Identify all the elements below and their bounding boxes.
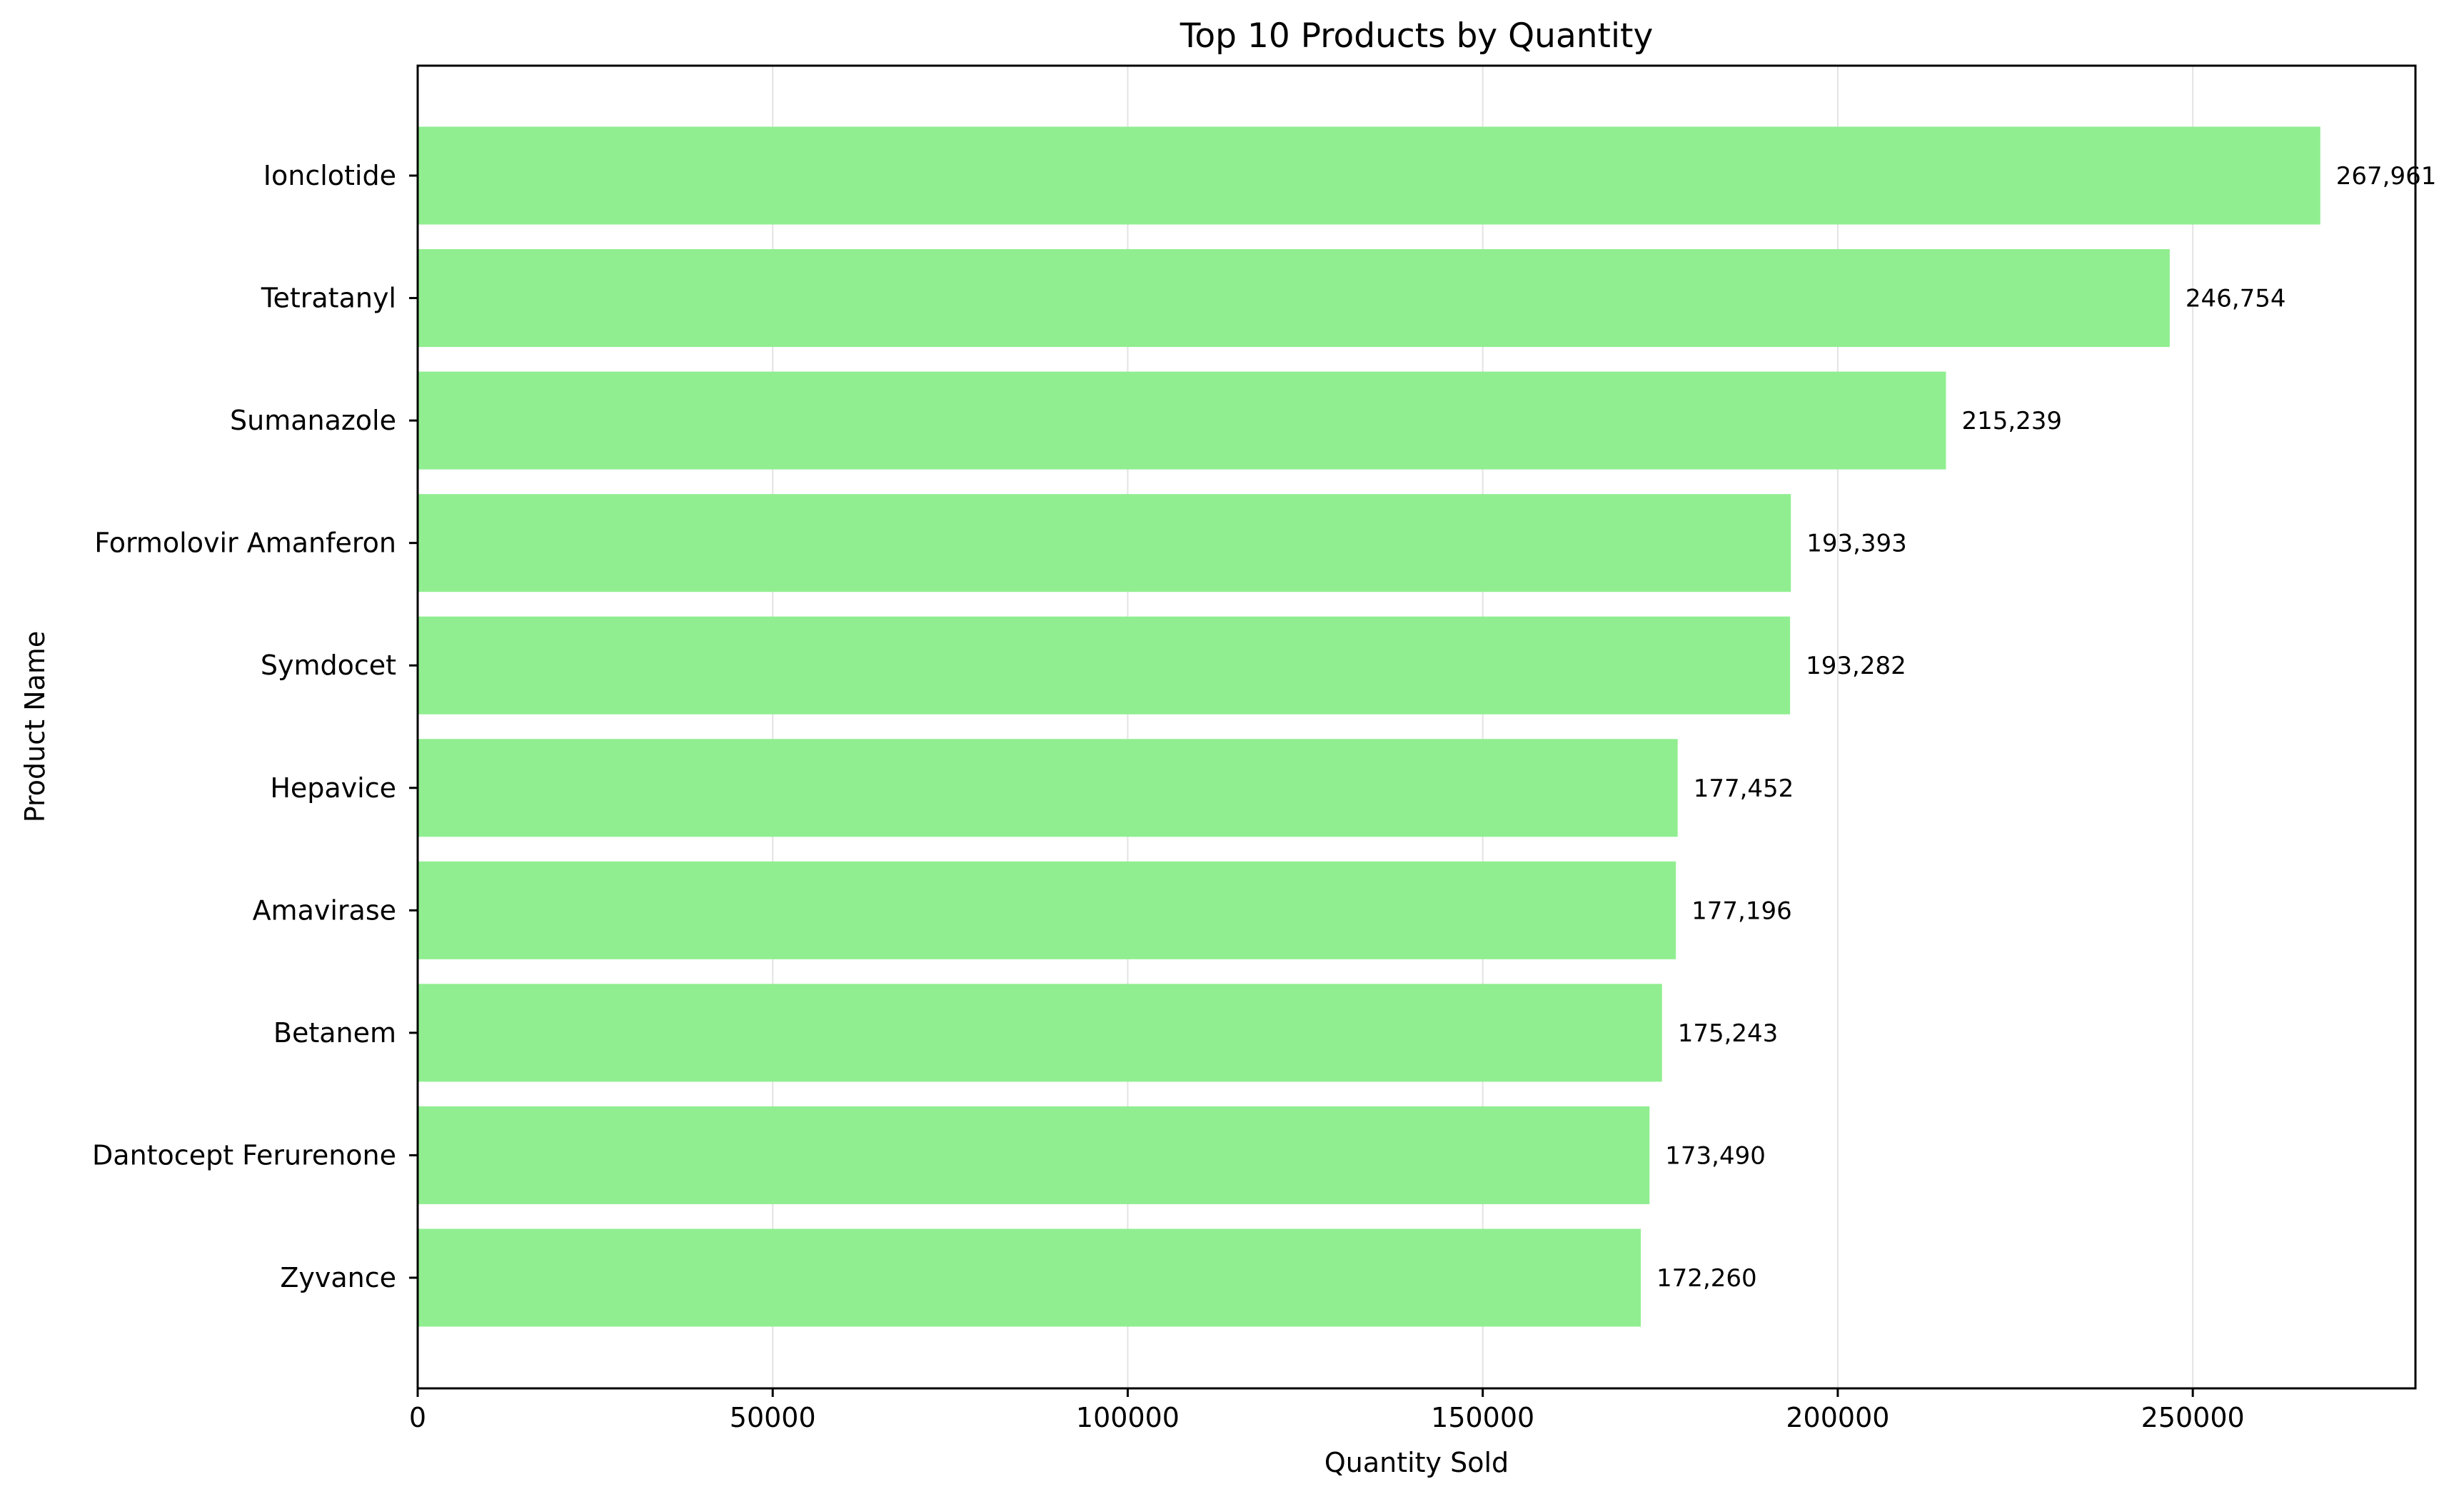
x-tick-label: 0 <box>409 1402 426 1433</box>
y-tick-label: Betanem <box>273 1017 396 1049</box>
y-axis-ticks: Ionclotide Tetratanyl Sumanazole Formolovir… <box>92 160 418 1293</box>
y-tick-label: Amavirase <box>253 894 396 926</box>
bar <box>418 616 1791 715</box>
bar-value-label: 177,196 <box>1691 897 1792 925</box>
bar <box>418 739 1678 837</box>
plot-frame <box>416 64 2417 1390</box>
x-tick-label: 100000 <box>1076 1402 1180 1433</box>
y-tick-label: Ionclotide <box>263 160 396 191</box>
bar-value-label: 193,393 <box>1806 530 1907 558</box>
bar-value-label: 215,239 <box>1961 407 2062 435</box>
bars <box>418 126 2320 1327</box>
bar <box>418 494 1791 592</box>
x-tick-label: 50000 <box>730 1402 816 1433</box>
x-tick-label: 200000 <box>1786 1402 1889 1433</box>
bar <box>418 1228 1641 1327</box>
y-tick-label: Hepavice <box>270 772 396 804</box>
bar-value-label: 172,260 <box>1656 1264 1757 1293</box>
y-tick-label: Symdocet <box>261 650 396 681</box>
x-tick-label: 150000 <box>1431 1402 1534 1433</box>
y-tick-label: Dantocept Ferurenone <box>92 1139 396 1171</box>
y-tick-label: Formolovir Amanferon <box>94 528 396 559</box>
bar <box>418 984 1662 1082</box>
bar-value-label: 177,452 <box>1694 774 1794 803</box>
chart-title: Top 10 Products by Quantity <box>1180 16 1654 56</box>
y-tick-label: Tetratanyl <box>261 283 396 314</box>
y-tick-label: Sumanazole <box>230 405 396 436</box>
bar <box>418 371 1946 470</box>
bar-value-label: 267,961 <box>2336 162 2437 191</box>
bar-value-label: 246,754 <box>2186 285 2286 313</box>
x-tick-label: 250000 <box>2141 1402 2245 1433</box>
bar-value-label: 193,282 <box>1806 652 1906 680</box>
x-axis-label: Quantity Sold <box>1324 1447 1509 1478</box>
bar-value-labels: 267,961 246,754 215,239 193,393 193,282 177,4… <box>1656 162 2436 1293</box>
bar <box>418 126 2320 225</box>
y-tick-label: Zyvance <box>280 1262 396 1293</box>
y-axis-label: Product Name <box>19 631 51 822</box>
bar <box>418 861 1676 959</box>
bar-value-label: 173,490 <box>1665 1141 1766 1170</box>
x-axis-ticks: 0 50000 100000 150000 200000 250000 <box>409 1388 2245 1433</box>
bar-value-label: 175,243 <box>1678 1019 1779 1048</box>
bar <box>418 249 2170 348</box>
bar <box>418 1106 1650 1204</box>
